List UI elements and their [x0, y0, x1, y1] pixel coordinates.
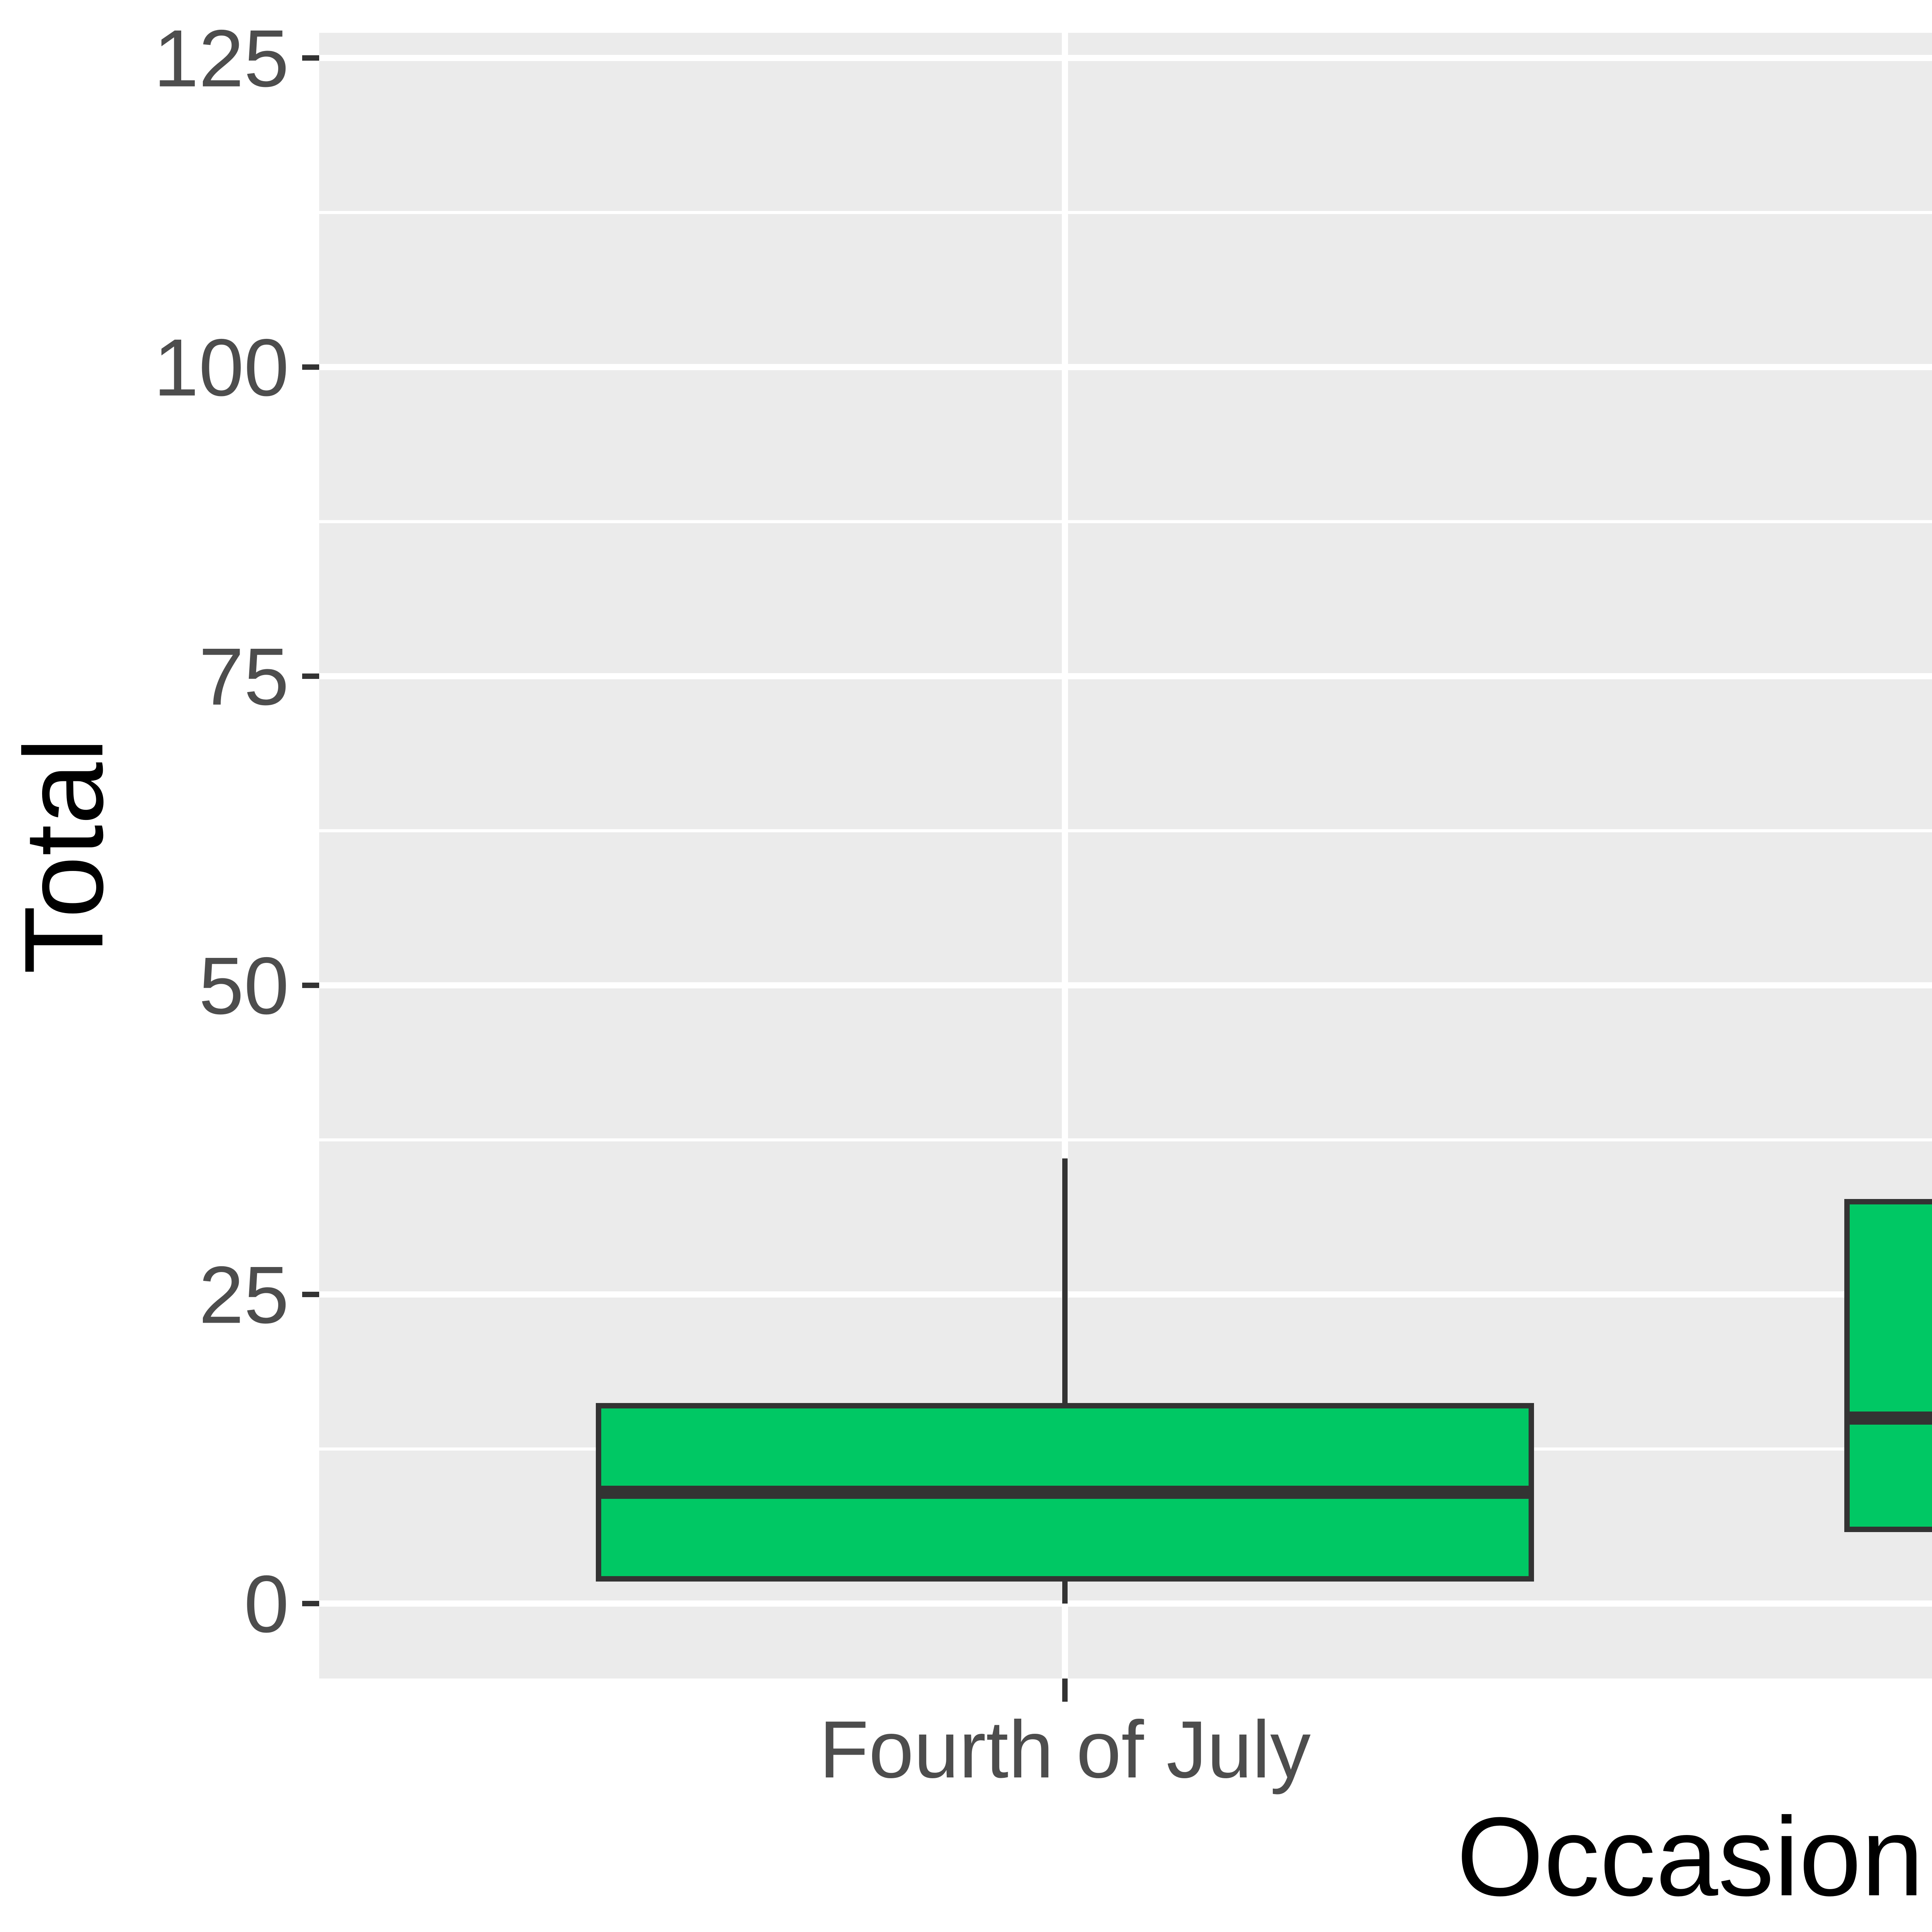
x-tick-label: Fourth of July: [819, 1704, 1311, 1795]
y-tick-label: 25: [199, 1250, 289, 1340]
median-line: [1847, 1412, 1932, 1425]
y-axis-title: Total: [1, 738, 126, 975]
x-axis-title: Occasion: [1457, 1794, 1924, 1919]
y-tick-label: 50: [199, 940, 289, 1031]
major-gridlines: [319, 55, 1932, 1607]
y-tick-label: 100: [154, 322, 289, 413]
y-tick-label: 125: [154, 13, 289, 104]
box-iqr: [1844, 1199, 1932, 1532]
axis-tick-marks: [302, 55, 1068, 1702]
boxplot-fourth-of-july: [596, 1158, 1534, 1604]
boxplot-geoms: [596, 1158, 1932, 1604]
y-tick-label: 0: [244, 1559, 289, 1650]
boxplot-normal-thursday: [1844, 1199, 1932, 1532]
median-line: [599, 1486, 1531, 1499]
y-tick-label: 75: [199, 631, 289, 722]
